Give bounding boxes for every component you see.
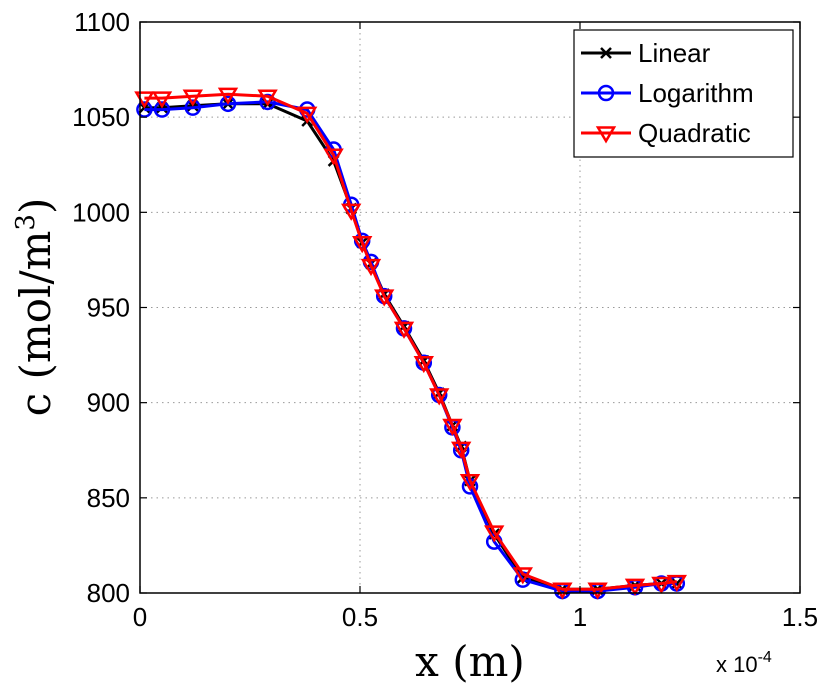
data-point-quadratic [151,91,173,109]
legend-item-logarithm: Logarithm [581,78,754,108]
y-axis-title: c (mol/m3) [11,198,60,417]
data-point-quadratic [429,388,450,406]
series-layer [134,87,687,600]
data-point-quadratic [587,582,608,600]
y-tick-label: 800 [87,578,130,608]
x-tick-label: 1.5 [782,602,818,632]
data-point-quadratic [451,441,472,459]
legend-marker-quadratic [595,126,617,144]
x-tick-label: 0 [133,602,147,632]
data-point-logarithm [219,95,237,113]
x-axis-title: x (m) [415,637,525,686]
data-point-quadratic [182,89,203,107]
data-point-quadratic [624,578,646,596]
legend-label-linear: Linear [638,38,711,68]
data-point-logarithm [184,99,202,116]
tick-labels: 0 0.5 1 1.5 800 850 900 950 1000 1050 1100 [72,7,818,632]
data-point-logarithm [153,101,171,118]
x-tick-label: 1 [573,602,587,632]
y-tick-label: 950 [87,293,130,323]
legend: Linear Logarithm Quadratic [573,29,794,158]
data-point-quadratic [217,87,239,105]
data-point-quadratic [374,289,395,307]
data-point-quadratic [512,567,533,585]
data-point-quadratic [413,355,434,374]
legend-item-quadratic: Quadratic [581,118,751,148]
data-point-quadratic [666,574,687,593]
x-axis-exponent: x 10-4 [716,649,772,677]
data-point-quadratic [297,106,318,124]
data-point-quadratic [552,582,573,600]
y-tick-label: 1000 [72,197,130,227]
grid [140,22,800,593]
data-point-quadratic [484,525,505,543]
data-point-quadratic [360,258,382,277]
legend-marker-logarithm [597,84,615,102]
data-point-quadratic [323,148,344,166]
y-tick-label: 1050 [72,102,130,132]
data-point-quadratic [442,418,463,436]
legend-marker-linear [600,47,612,59]
data-point-quadratic [352,236,373,254]
data-point-quadratic [459,473,481,492]
data-point-quadratic [341,203,362,221]
y-tick-label: 900 [87,388,130,418]
data-point-quadratic [393,321,415,339]
y-tick-label: 850 [87,483,130,513]
legend-label-logarithm: Logarithm [638,78,754,108]
data-point-quadratic [651,576,672,594]
x-tick-label: 0.5 [342,602,378,632]
legend-label-quadratic: Quadratic [638,118,751,148]
ticks [139,21,801,594]
legend-item-linear: Linear [581,38,711,68]
data-point-logarithm [136,101,153,118]
data-point-quadratic [257,89,278,107]
y-tick-label: 1100 [74,7,130,37]
